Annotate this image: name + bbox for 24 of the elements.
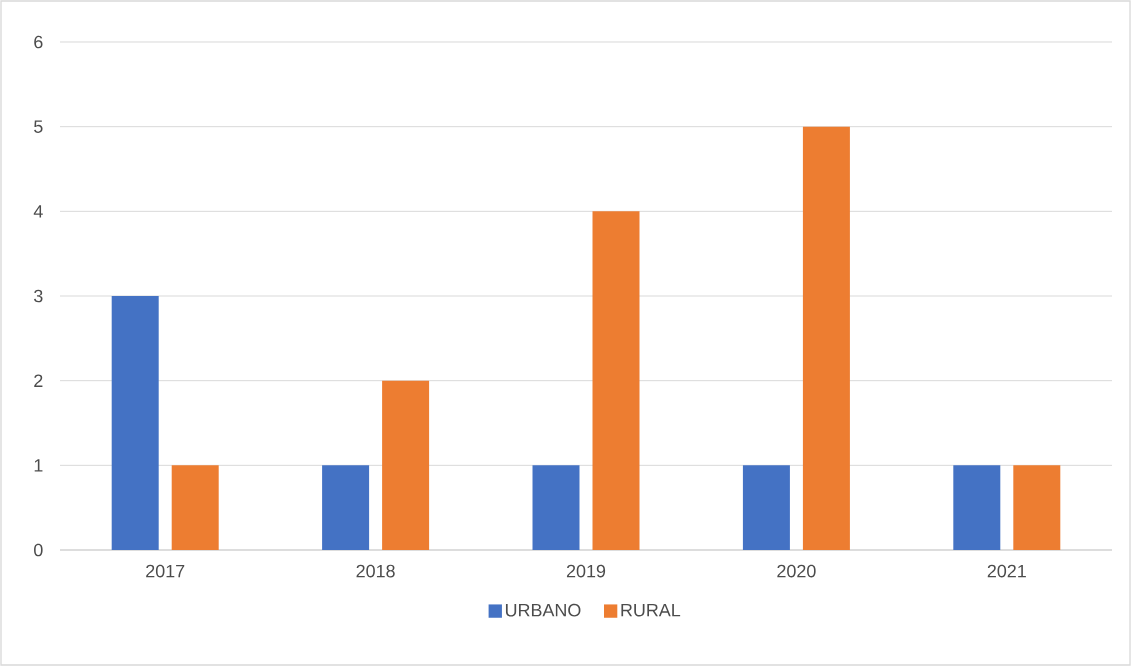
y-tick-label: 3 xyxy=(34,289,43,303)
legend-label: URBANO xyxy=(505,603,581,617)
y-tick-label: 1 xyxy=(34,459,43,472)
bar xyxy=(111,296,159,550)
x-tick-label: 2017 xyxy=(146,564,185,578)
x-tick-label: 2019 xyxy=(566,564,606,578)
bar xyxy=(802,126,850,550)
bar xyxy=(382,380,430,550)
y-tick-label: 0 xyxy=(34,543,43,557)
bar xyxy=(1013,465,1061,550)
bar xyxy=(742,465,790,550)
y-tick-label: 4 xyxy=(33,205,43,218)
x-tick-label: 2021 xyxy=(987,564,1026,578)
y-tick-label: 2 xyxy=(34,374,43,387)
x-tick-label: 2018 xyxy=(356,564,395,578)
bar xyxy=(171,465,219,550)
bar xyxy=(592,211,640,550)
bar xyxy=(953,465,1001,550)
legend-label: RURAL xyxy=(621,603,681,617)
y-tick-label: 5 xyxy=(34,120,43,133)
bar xyxy=(532,465,580,550)
y-tick-label: 6 xyxy=(34,35,43,49)
x-tick-label: 2020 xyxy=(777,564,816,578)
bar xyxy=(322,465,370,550)
